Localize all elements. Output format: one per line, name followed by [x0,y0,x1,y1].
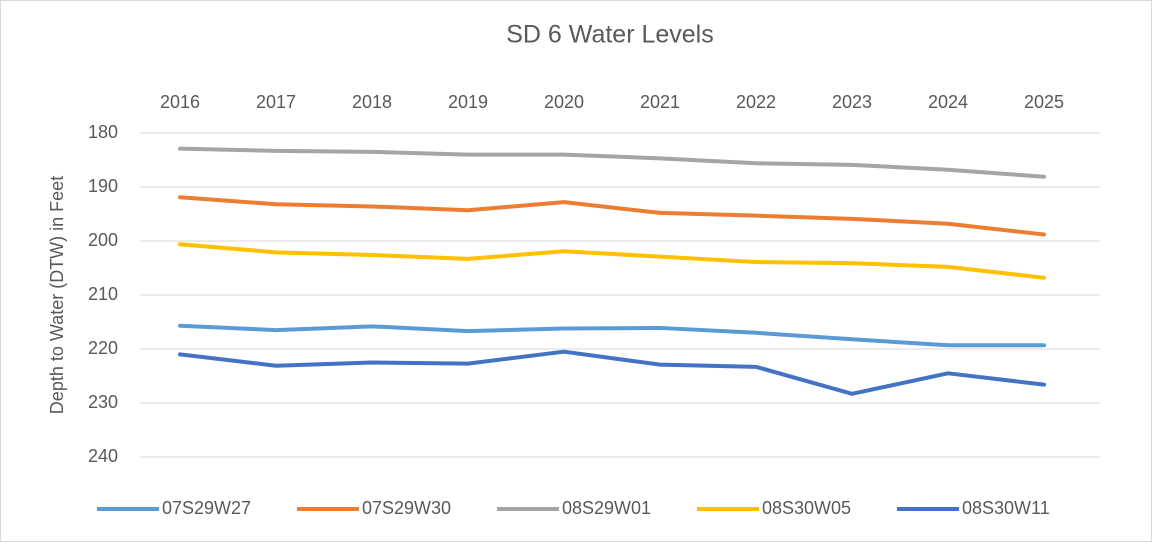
x-tick-label: 2016 [160,92,200,112]
y-tick-label: 240 [88,446,118,466]
series-line [178,349,1046,396]
series-line [178,146,1046,179]
series-line [178,323,1046,348]
x-tick-label: 2018 [352,92,392,112]
y-tick-label: 210 [88,284,118,304]
x-tick-label: 2024 [928,92,968,112]
y-tick-label: 230 [88,392,118,412]
y-tick-label: 190 [88,176,118,196]
x-tick-label: 2020 [544,92,584,112]
x-tick-label: 2022 [736,92,776,112]
y-axis-label: Depth to Water (DTW) in Feet [47,176,67,414]
x-tick-label: 2021 [640,92,680,112]
x-tick-label: 2019 [448,92,488,112]
y-tick-label: 180 [88,122,118,142]
x-tick-label: 2025 [1024,92,1064,112]
y-tick-label: 200 [88,230,118,250]
legend-label: 08S30W05 [762,498,851,518]
series-line [178,242,1046,280]
series-line [178,195,1046,237]
legend-label: 08S30W11 [962,498,1050,518]
legend-label: 08S29W01 [562,498,651,518]
x-tick-label: 2017 [256,92,296,112]
chart-title: SD 6 Water Levels [506,21,713,49]
y-tick-label: 220 [88,338,118,358]
x-tick-label: 2023 [832,92,872,112]
legend-label: 07S29W27 [162,498,251,518]
legend-label: 07S29W30 [362,498,451,518]
